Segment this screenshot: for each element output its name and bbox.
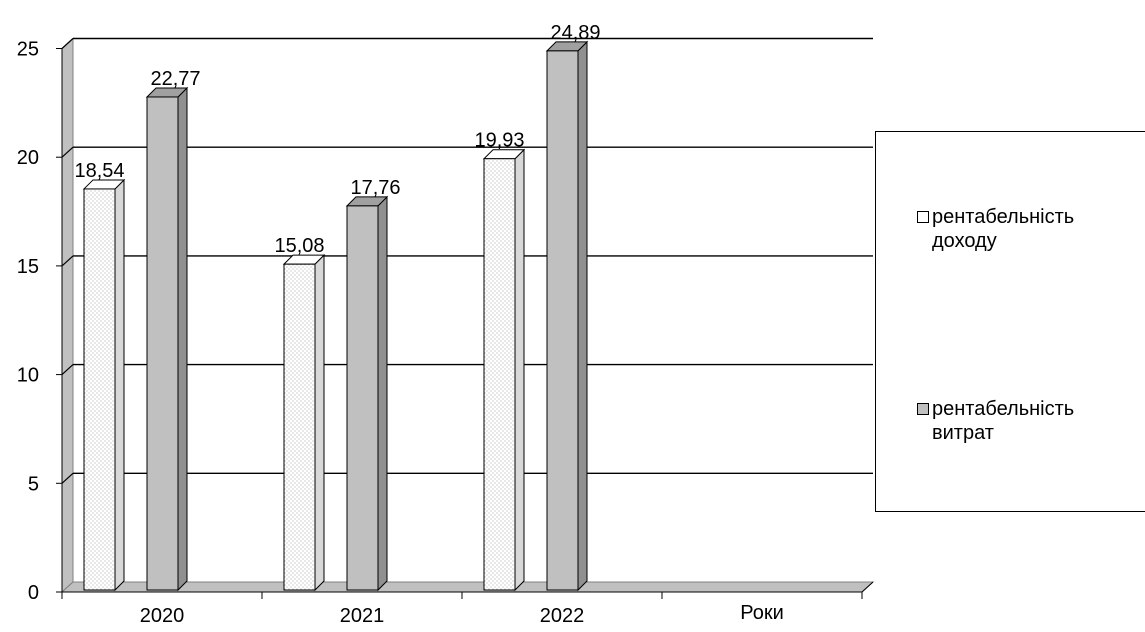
bar: [346, 205, 379, 591]
bar: [283, 263, 316, 591]
x-tick-label: 2021: [340, 605, 385, 627]
y-tick-label: 5: [28, 473, 39, 495]
bar: [83, 188, 116, 591]
x-axis-label: Роки: [740, 602, 784, 624]
data-label: 18,54: [74, 160, 124, 182]
gridline-diag: [61, 255, 74, 267]
y-tick-label: 25: [17, 39, 39, 61]
bar-side: [577, 40, 588, 592]
y-tick-label: 0: [28, 582, 39, 604]
data-label: 15,08: [274, 235, 324, 257]
bar: [146, 96, 179, 591]
bar-side: [114, 178, 125, 592]
bar: [483, 158, 516, 591]
legend-swatch-icon: [917, 403, 929, 415]
data-label: 24,89: [550, 22, 600, 44]
data-label: 17,76: [350, 177, 400, 199]
bar: [546, 50, 579, 591]
legend-item-costs: рентабельність витрат: [917, 397, 1137, 445]
data-label: 19,93: [474, 130, 524, 152]
x-tick-label: 2022: [540, 605, 585, 627]
y-tick-label: 15: [17, 256, 39, 278]
legend-swatch-icon: [917, 211, 929, 223]
legend: рентабельність доходу рентабельність вит…: [875, 131, 1145, 512]
legend-item-income: рентабельність доходу: [917, 205, 1137, 253]
gridline-diag: [61, 472, 74, 484]
x-axis-end: [861, 581, 874, 593]
gridline-diag: [61, 38, 74, 49]
legend-label: рентабельність витрат: [932, 398, 1075, 444]
bar-side: [514, 148, 525, 592]
y-tick-label: 20: [17, 147, 39, 169]
y-tick-label: 10: [17, 365, 39, 387]
bar-side: [314, 253, 325, 592]
gridline-diag: [61, 364, 74, 376]
data-label: 22,77: [150, 68, 200, 90]
bar-side: [177, 86, 188, 592]
legend-label: рентабельність доходу: [932, 206, 1075, 252]
side-wall: [61, 37, 74, 594]
x-tick-label: 2020: [140, 605, 185, 627]
gridline-diag: [61, 146, 74, 158]
bar-side: [377, 195, 388, 592]
